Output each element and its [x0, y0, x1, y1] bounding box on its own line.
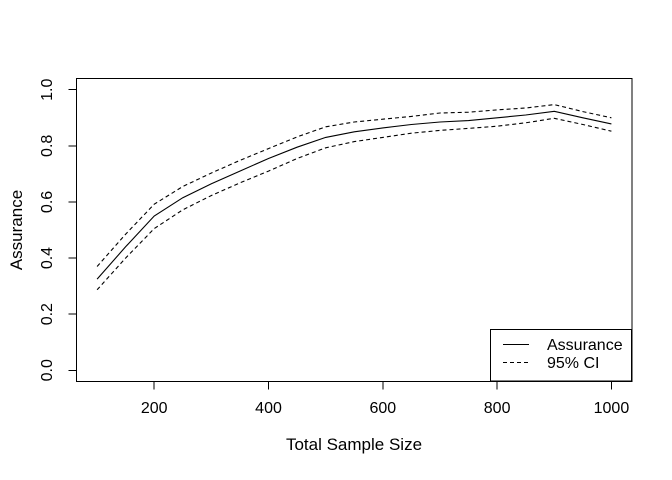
legend: Assurance 95% CI: [490, 329, 632, 382]
assurance-line: [96, 110, 612, 280]
legend-label-assurance: Assurance: [547, 337, 623, 354]
x-tick-label: 800: [484, 400, 511, 417]
y-tick-label: 0.0: [39, 359, 56, 381]
y-tick-label: 0.4: [39, 247, 56, 269]
y-tick-label: 1.0: [39, 79, 56, 101]
y-tick-label: 0.2: [39, 303, 56, 325]
x-tick-label: 400: [255, 400, 282, 417]
x-tick-label: 1000: [594, 400, 630, 417]
legend-label-ci: 95% CI: [547, 355, 599, 372]
series-lines: [96, 104, 612, 291]
x-tick-label: 200: [141, 400, 168, 417]
y-axis-ticks: 0.0 0.2 0.4 0.6 0.8 1.0: [39, 79, 77, 381]
x-tick-label: 600: [369, 400, 396, 417]
ci-upper-line: [96, 104, 612, 267]
plot-border: [76, 78, 633, 382]
ci-lower-line: [96, 117, 612, 291]
legend-box: [490, 329, 632, 382]
y-tick-label: 0.6: [39, 191, 56, 213]
x-axis-ticks: 200 400 600 800 1000: [141, 381, 630, 417]
y-axis-title: Assurance: [7, 190, 26, 270]
y-tick-label: 0.8: [39, 135, 56, 157]
x-axis-title: Total Sample Size: [286, 435, 422, 454]
